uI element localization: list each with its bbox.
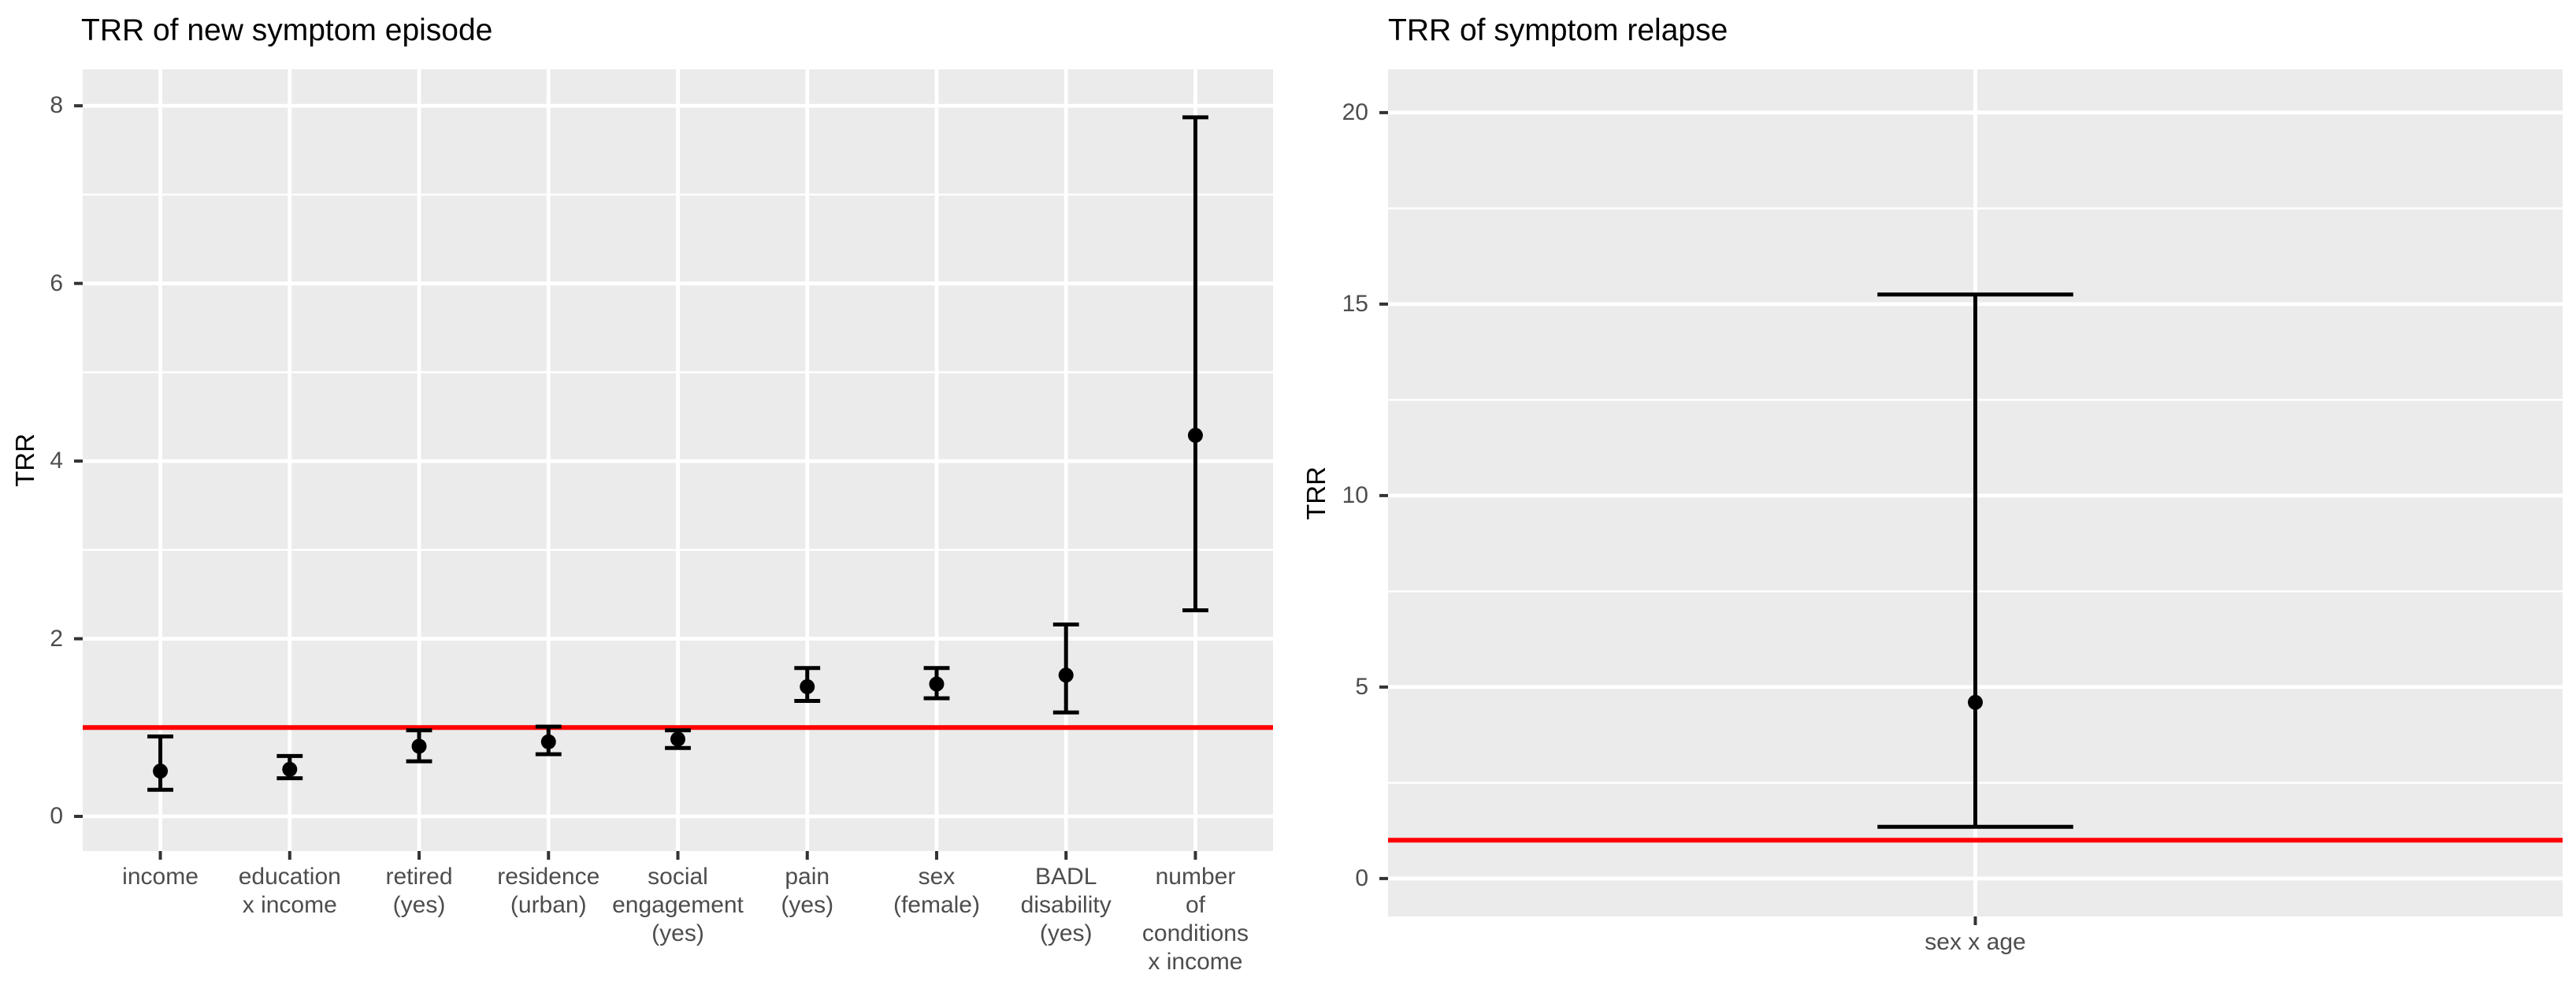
x-tick-label: pain (yes) (781, 864, 834, 918)
estimate-point (1187, 427, 1203, 443)
x-tick-label: residence (urban) (497, 864, 600, 918)
y-tick-label: 0 (1355, 864, 1368, 891)
y-tick-label: 0 (50, 803, 63, 830)
estimate-point (1968, 694, 1983, 710)
estimate-point (153, 764, 169, 779)
x-tick-label: number of conditions x income (1141, 864, 1249, 975)
x-tick-label: income (122, 864, 199, 890)
chart-left-title: TRR of new symptom episode (81, 13, 493, 47)
y-tick-label: 15 (1342, 290, 1368, 317)
x-tick-label: sex x age (1925, 929, 2026, 955)
y-tick-label: 2 (50, 625, 63, 652)
estimate-point (929, 676, 945, 692)
y-tick-label: 5 (1355, 673, 1368, 700)
y-tick-label: 20 (1342, 98, 1368, 125)
estimate-point (411, 738, 427, 754)
x-tick-label: retired (yes) (385, 864, 453, 918)
estimate-point (282, 761, 298, 777)
y-tick-label: 10 (1342, 481, 1368, 508)
y-tick-label: 6 (50, 269, 63, 296)
x-tick-label: education x income (238, 864, 341, 918)
estimate-point (540, 734, 556, 749)
y-tick-label: 4 (50, 448, 63, 474)
x-tick-label: sex (female) (893, 864, 980, 918)
estimate-point (800, 678, 815, 694)
x-tick-label: social engagement (yes) (612, 864, 744, 946)
estimate-point (1058, 667, 1074, 683)
y-tick-label: 8 (50, 92, 63, 119)
chart-right-title: TRR of symptom relapse (1388, 13, 1728, 47)
estimate-point (670, 731, 685, 747)
x-tick-label: BADL disability (yes) (1020, 864, 1112, 946)
